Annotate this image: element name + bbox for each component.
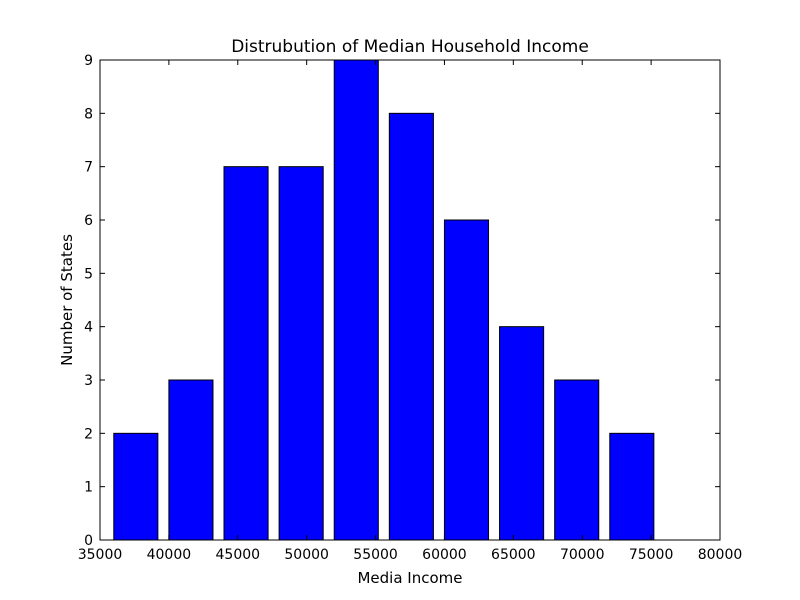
y-tick-label-5: 5 — [84, 266, 93, 282]
y-tick-label-2: 2 — [84, 426, 93, 442]
bar-0 — [113, 432, 159, 541]
x-tick-label-1: 40000 — [147, 547, 192, 563]
y-axis-title: Number of States — [58, 234, 76, 366]
x-tick-label-5: 60000 — [422, 547, 467, 563]
y-tick-label-1: 1 — [84, 480, 93, 496]
x-tick-label-9: 80000 — [698, 547, 743, 563]
y-tick-label-9: 9 — [84, 53, 93, 69]
bar-1 — [168, 379, 214, 541]
bar-2 — [223, 166, 269, 541]
bar-9 — [609, 432, 655, 541]
bar-8 — [554, 379, 600, 541]
bars-group — [113, 59, 655, 541]
plot-frame — [99, 59, 721, 541]
x-tick-label-3: 50000 — [284, 547, 329, 563]
x-tick-label-6: 65000 — [491, 547, 536, 563]
bar-7 — [499, 326, 545, 541]
ticks-group: 35000 40000 45000 50000 55000 60000 65000 70000… — [78, 53, 743, 563]
x-tick-label-4: 55000 — [353, 547, 398, 563]
y-tick-label-6: 6 — [84, 213, 93, 229]
bar-6 — [443, 219, 490, 541]
bar-4 — [333, 59, 379, 541]
x-axis-title: Media Income — [357, 569, 462, 587]
bar-5 — [388, 112, 434, 541]
y-tick-label-3: 3 — [84, 373, 93, 389]
chart-title: Distrubution of Median Household Income — [231, 37, 589, 57]
bar-3 — [278, 166, 324, 541]
x-tick-label-7: 70000 — [560, 547, 605, 563]
x-tick-label-0: 35000 — [78, 547, 123, 563]
y-tick-label-0: 0 — [84, 533, 93, 549]
y-tick-label-8: 8 — [84, 106, 93, 122]
y-tick-label-4: 4 — [84, 320, 93, 336]
x-tick-label-8: 75000 — [629, 547, 674, 563]
y-tick-label-7: 7 — [84, 160, 93, 176]
x-tick-label-2: 45000 — [216, 547, 261, 563]
